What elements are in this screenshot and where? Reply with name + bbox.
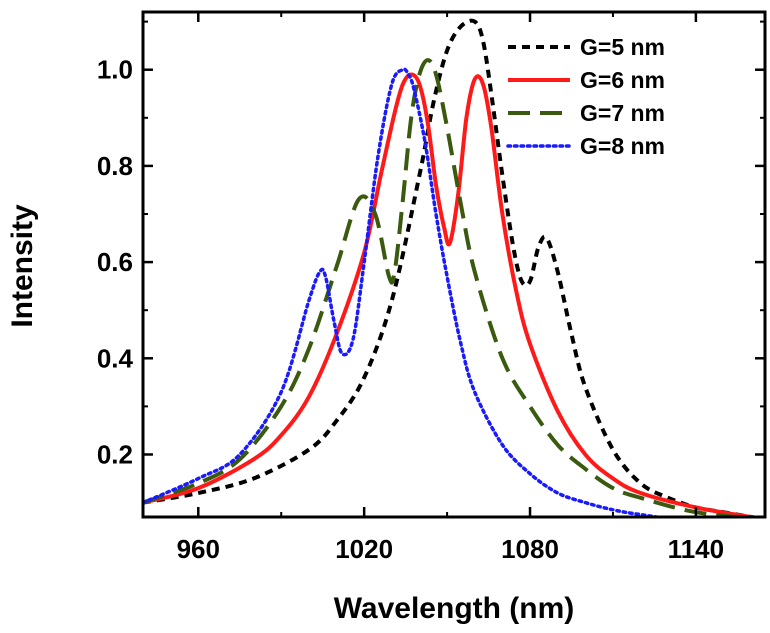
legend-label-3: G=7 nm [580, 100, 665, 126]
y-tick-label: 0.6 [97, 247, 133, 277]
series-layer [143, 18, 763, 517]
x-axis-title: Wavelength (nm) [334, 592, 575, 625]
y-tick-label: 0.4 [97, 343, 134, 373]
y-axis-title: Intensity [6, 204, 39, 328]
series-line-1 [143, 18, 763, 517]
legend-label-4: G=8 nm [580, 133, 665, 159]
y-tick-label: 1.0 [97, 55, 133, 85]
plot-area-frame [141, 10, 767, 519]
legend-label-1: G=5 nm [580, 34, 665, 60]
legend: G=5 nm G=6 nm G=7 nm G=8 nm [506, 34, 665, 159]
series-line-2 [143, 72, 763, 517]
y-tick-label: 0.8 [97, 151, 133, 181]
legend-label-2: G=6 nm [580, 67, 665, 93]
ticks-layer: 960 1020 1080 1140 0.2 0.4 0.6 0.8 1.0 [97, 12, 765, 564]
x-tick-label: 1140 [668, 534, 724, 564]
x-tick-label: 1080 [501, 534, 559, 564]
x-tick-label: 1020 [335, 534, 393, 564]
series-line-3 [143, 58, 761, 517]
series-line-4 [143, 67, 669, 517]
x-tick-label: 960 [177, 534, 220, 564]
y-tick-label: 0.2 [97, 439, 133, 469]
